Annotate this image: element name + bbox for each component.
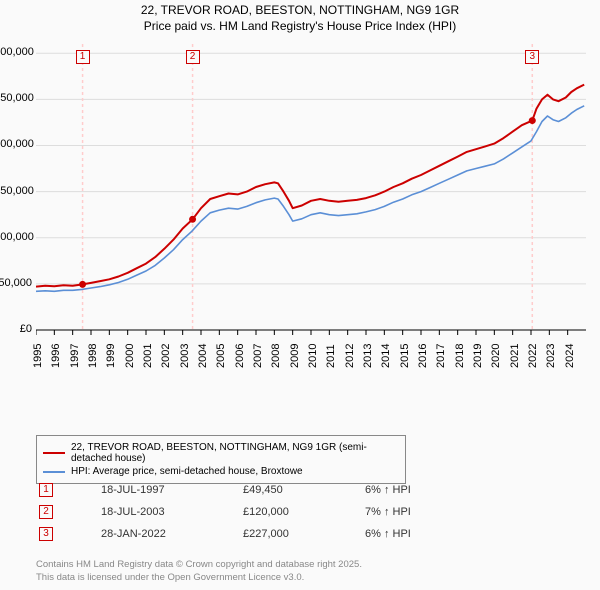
attribution-line2: This data is licensed under the Open Gov… (36, 572, 362, 584)
y-tick-label: £250,000 (0, 92, 32, 104)
marker-delta: 6% ↑ HPI (364, 480, 412, 500)
marker-date: 18-JUL-1997 (100, 480, 240, 500)
marker-badge: 1 (39, 483, 53, 497)
marker-badge: 3 (39, 527, 53, 541)
legend-swatch (43, 471, 65, 473)
marker-delta: 6% ↑ HPI (364, 524, 412, 544)
legend-item: HPI: Average price, semi-detached house,… (43, 466, 399, 477)
y-tick-label: £100,000 (0, 231, 32, 243)
marker-row: 1 18-JUL-1997£49,4506% ↑ HPI (38, 480, 412, 500)
marker-row: 2 18-JUL-2003£120,0007% ↑ HPI (38, 502, 412, 522)
y-tick-label: £200,000 (0, 138, 32, 150)
y-tick-label: £50,000 (0, 277, 32, 289)
chart-area: £0£50,000£100,000£150,000£200,000£250,00… (36, 40, 590, 380)
marker-price: £227,000 (242, 524, 362, 544)
y-tick-label: £300,000 (0, 46, 32, 58)
marker-row: 3 28-JAN-2022£227,0006% ↑ HPI (38, 524, 412, 544)
title-line2: Price paid vs. HM Land Registry's House … (0, 18, 600, 34)
attribution-line1: Contains HM Land Registry data © Crown c… (36, 559, 362, 571)
chart-title: 22, TREVOR ROAD, BEESTON, NOTTINGHAM, NG… (0, 0, 600, 34)
y-tick-label: £0 (0, 323, 32, 335)
marker-delta: 7% ↑ HPI (364, 502, 412, 522)
chart-svg (36, 40, 590, 380)
title-line1: 22, TREVOR ROAD, BEESTON, NOTTINGHAM, NG… (0, 2, 600, 18)
marker-date: 18-JUL-2003 (100, 502, 240, 522)
y-tick-label: £150,000 (0, 185, 32, 197)
legend: 22, TREVOR ROAD, BEESTON, NOTTINGHAM, NG… (36, 435, 406, 484)
marker-price: £49,450 (242, 480, 362, 500)
legend-item: 22, TREVOR ROAD, BEESTON, NOTTINGHAM, NG… (43, 442, 399, 464)
marker-date: 28-JAN-2022 (100, 524, 240, 544)
attribution: Contains HM Land Registry data © Crown c… (36, 559, 362, 584)
marker-price: £120,000 (242, 502, 362, 522)
markers-table: 118-JUL-1997£49,4506% ↑ HPI218-JUL-2003£… (36, 478, 414, 546)
legend-label: 22, TREVOR ROAD, BEESTON, NOTTINGHAM, NG… (71, 442, 399, 464)
marker-badge: 2 (39, 505, 53, 519)
legend-swatch (43, 452, 65, 454)
legend-label: HPI: Average price, semi-detached house,… (71, 466, 303, 477)
